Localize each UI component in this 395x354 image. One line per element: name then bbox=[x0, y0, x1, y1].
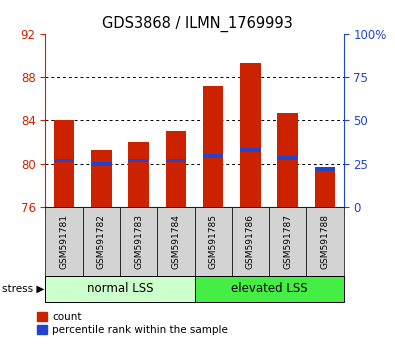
Bar bbox=[315, 169, 335, 207]
Bar bbox=[315, 167, 335, 171]
Bar bbox=[240, 148, 261, 152]
Bar bbox=[203, 86, 224, 207]
Bar bbox=[194, 207, 232, 276]
Text: GSM591783: GSM591783 bbox=[134, 214, 143, 269]
Bar bbox=[194, 276, 344, 302]
Bar bbox=[54, 159, 74, 162]
Bar bbox=[166, 131, 186, 207]
Text: GSM591787: GSM591787 bbox=[283, 214, 292, 269]
Bar bbox=[91, 150, 112, 207]
Bar bbox=[307, 207, 344, 276]
Text: stress ▶: stress ▶ bbox=[2, 284, 44, 294]
Text: elevated LSS: elevated LSS bbox=[231, 282, 307, 295]
Bar bbox=[91, 162, 112, 166]
Bar bbox=[157, 207, 194, 276]
Bar bbox=[128, 159, 149, 162]
Bar bbox=[54, 120, 74, 207]
Bar bbox=[120, 207, 157, 276]
Bar bbox=[232, 207, 269, 276]
Bar bbox=[277, 156, 298, 160]
Bar bbox=[128, 142, 149, 207]
Text: GSM591781: GSM591781 bbox=[60, 214, 69, 269]
Text: GSM591786: GSM591786 bbox=[246, 214, 255, 269]
Bar bbox=[166, 159, 186, 162]
Bar bbox=[45, 207, 83, 276]
Text: GSM591788: GSM591788 bbox=[320, 214, 329, 269]
Text: GSM591785: GSM591785 bbox=[209, 214, 218, 269]
Bar bbox=[269, 207, 307, 276]
Bar bbox=[203, 154, 224, 158]
Legend: count, percentile rank within the sample: count, percentile rank within the sample bbox=[37, 312, 228, 335]
Bar bbox=[83, 207, 120, 276]
Bar bbox=[45, 276, 194, 302]
Bar bbox=[277, 113, 298, 207]
Text: GSM591782: GSM591782 bbox=[97, 214, 106, 269]
Text: GDS3868 / ILMN_1769993: GDS3868 / ILMN_1769993 bbox=[102, 16, 293, 32]
Text: GSM591784: GSM591784 bbox=[171, 214, 181, 269]
Text: normal LSS: normal LSS bbox=[87, 282, 153, 295]
Bar bbox=[240, 63, 261, 207]
